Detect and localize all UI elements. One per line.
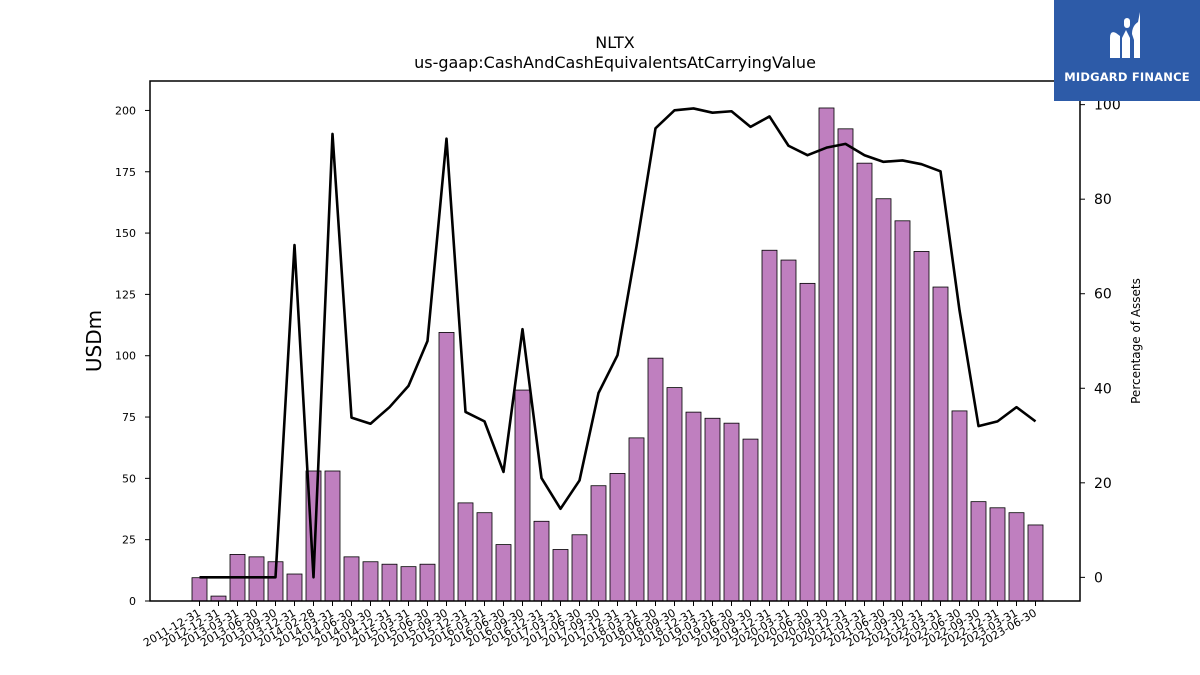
bar-2023-03-31 <box>1008 512 1025 602</box>
bar-2018-03-31 <box>628 437 645 602</box>
bar-2014-09-30 <box>362 561 379 602</box>
bar-2021-09-30 <box>894 220 911 602</box>
percentage-line <box>199 107 1037 579</box>
y-tick-label: 0 <box>129 595 136 608</box>
y-tick-label: 125 <box>115 288 136 301</box>
bar-2011-12-31 <box>191 577 208 602</box>
y-tick-label: 175 <box>115 166 136 179</box>
line-series <box>199 107 1037 579</box>
bar-2013-12-31 <box>286 573 303 602</box>
bar-2017-03-31 <box>552 549 569 602</box>
bar-2015-12-31 <box>457 502 474 602</box>
chart-subtitle: us-gaap:CashAndCashEquivalentsAtCarrying… <box>414 53 816 72</box>
bar-2021-03-31 <box>856 162 873 602</box>
y-tick-label: 100 <box>115 350 136 363</box>
bar-2017-12-31 <box>609 473 626 602</box>
bar-2016-03-31 <box>476 512 493 602</box>
bar-2019-09-30 <box>742 438 759 602</box>
bar-2021-12-31 <box>913 251 930 602</box>
bar-2021-06-30 <box>875 198 892 602</box>
bar-2016-06-30 <box>495 544 512 602</box>
bar-2018-09-30 <box>666 387 683 602</box>
bar-2017-06-30 <box>571 534 588 602</box>
midgard-logo-icon <box>1110 12 1140 58</box>
y-tick-label: 75 <box>122 411 136 424</box>
bar-2015-06-30 <box>419 563 436 602</box>
bar-2023-06-30 <box>1027 524 1044 602</box>
bar-2016-12-31 <box>533 520 550 602</box>
y2-tick-label: 60 <box>1094 287 1112 303</box>
brand-logo: MIDGARD FINANCE <box>1054 0 1200 101</box>
bar-2020-06-30 <box>799 282 816 602</box>
bar-2015-03-31 <box>400 566 417 602</box>
bar-2017-09-30 <box>590 485 607 602</box>
y2-tick-label: 40 <box>1094 381 1112 397</box>
bar-2019-06-30 <box>723 422 740 602</box>
bar-2022-03-31 <box>932 286 949 602</box>
bar-2014-03-31 <box>324 470 341 602</box>
bar-series <box>191 107 1044 602</box>
y2-tick-label: 20 <box>1094 476 1112 492</box>
bar-2018-06-30 <box>647 357 664 602</box>
bar-2020-12-31 <box>837 128 854 602</box>
y2-axis-label: Percentage of Assets <box>1129 278 1143 404</box>
bar-2020-09-30 <box>818 107 835 602</box>
bar-2018-12-31 <box>685 411 702 602</box>
y2-tick-label: 80 <box>1094 192 1112 208</box>
bar-2016-09-30 <box>514 389 531 602</box>
y2-tick-label: 100 <box>1094 98 1121 114</box>
bar-2019-03-31 <box>704 417 721 602</box>
plot-frame <box>149 80 1081 602</box>
y-tick-label: 50 <box>122 472 136 485</box>
y-tick-label: 25 <box>122 534 136 547</box>
y-axis-label: USDm <box>82 310 106 372</box>
bar-2022-09-30 <box>970 501 987 602</box>
bar-2013-06-30 <box>248 556 265 602</box>
logo-text: MIDGARD FINANCE <box>1064 70 1190 84</box>
y-tick-label: 150 <box>115 227 136 240</box>
axes: 02550751001251501752000204060801002011-1… <box>115 80 1121 650</box>
y2-tick-label: 0 <box>1094 570 1103 586</box>
bar-2014-12-31 <box>381 563 398 602</box>
bar-2020-03-31 <box>780 259 797 602</box>
y-tick-label: 200 <box>115 104 136 117</box>
bar-2022-06-30 <box>951 410 968 602</box>
bar-2019-12-31 <box>761 249 778 602</box>
bar-2015-09-30 <box>438 332 455 602</box>
bar-2022-12-31 <box>989 507 1006 602</box>
chart-title: NLTX <box>595 33 634 52</box>
bar-2014-06-30 <box>343 556 360 602</box>
